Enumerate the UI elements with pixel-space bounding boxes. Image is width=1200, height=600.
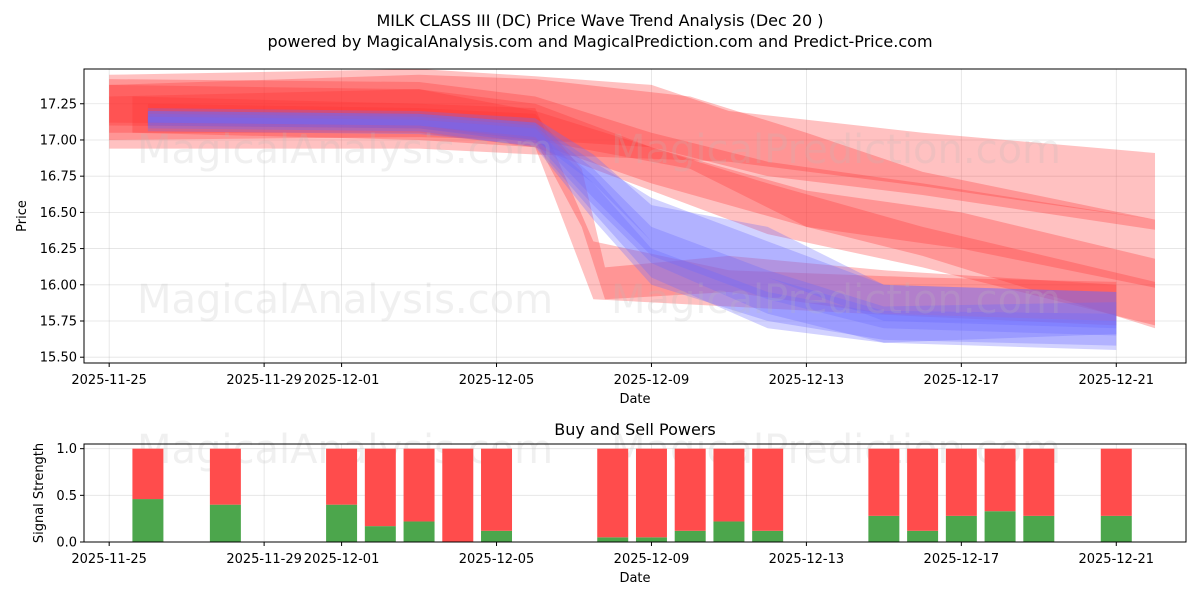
- top-x-tick-label: 2025-12-21: [1078, 373, 1154, 388]
- buy-wave-band: [147, 116, 1117, 350]
- bottom-x-tick-label: 2025-12-21: [1078, 552, 1154, 567]
- top-y-axis-label: Price: [15, 200, 30, 232]
- buy-power-bar: [1023, 515, 1055, 542]
- sell-wave-band: [109, 79, 1156, 230]
- top-y-tick-label: 15.50: [40, 351, 77, 366]
- top-y-tick-label: 16.75: [40, 170, 77, 185]
- sell-power-bar: [442, 448, 474, 542]
- buy-power-bar: [635, 537, 667, 542]
- top-y-tick-label: 16.25: [40, 242, 77, 257]
- figure-subtitle: powered by MagicalAnalysis.com and Magic…: [267, 32, 932, 51]
- figure-title: MILK CLASS III (DC) Price Wave Trend Ana…: [376, 11, 823, 30]
- buy-sell-panel: Buy and Sell Powers MagicalAnalysis.com …: [32, 420, 1187, 586]
- top-y-tick-label: 17.25: [40, 97, 77, 112]
- buy-wave-band: [147, 108, 1117, 329]
- sell-power-bar: [945, 448, 977, 516]
- bottom-x-tick-label: 2025-12-09: [614, 552, 690, 567]
- top-x-tick-label: 2025-11-25: [71, 373, 147, 388]
- top-y-ticks: 15.50 15.75 16.00 16.25 16.50 16.75 17.00 17.25: [40, 97, 84, 366]
- price-wave-panel: MagicalAnalysis.com MagicalPrediction.co…: [15, 68, 1187, 407]
- bottom-x-axis-label: Date: [619, 571, 650, 586]
- sell-wave-band: [109, 89, 1156, 326]
- sell-wave-band: [147, 103, 1117, 321]
- buy-wave-band: [147, 111, 1117, 336]
- sell-wave-band: [132, 96, 1117, 326]
- buy-power-bar: [481, 530, 513, 542]
- bottom-x-ticks: 2025-11-25 2025-11-29 2025-12-01 2025-12-05…: [71, 542, 1154, 567]
- sell-power-bar: [481, 448, 513, 531]
- buy-wave-band: [147, 111, 1117, 343]
- top-x-tick-label: 2025-11-29: [226, 373, 302, 388]
- bottom-axes-frame: [83, 443, 1187, 543]
- sell-wave-band: [109, 69, 1156, 220]
- top-axes-frame: [83, 68, 1187, 364]
- buy-power-bar: [364, 526, 396, 542]
- buy-power-bar: [132, 499, 164, 542]
- bottom-y-tick-label: 0.5: [56, 489, 77, 504]
- sell-power-bar: [752, 448, 784, 531]
- bottom-x-tick-label: 2025-11-29: [226, 552, 302, 567]
- buy-power-bar: [326, 504, 358, 542]
- signal-bars: [132, 448, 1132, 542]
- buy-power-bar: [907, 530, 939, 542]
- wave-bands: [109, 69, 1156, 350]
- top-grid: [84, 69, 1186, 363]
- watermark-top-left: MagicalAnalysis.com: [137, 127, 553, 173]
- bottom-x-tick-label: 2025-11-25: [71, 552, 147, 567]
- bottom-y-axis-label: Signal Strength: [32, 443, 47, 543]
- sell-power-bar: [1100, 448, 1132, 516]
- bottom-x-tick-label: 2025-12-05: [459, 552, 535, 567]
- sell-wave-band: [109, 84, 1156, 288]
- top-y-tick-label: 16.00: [40, 278, 77, 293]
- buy-power-bar: [403, 521, 435, 542]
- bottom-y-tick-label: 1.0: [56, 442, 77, 457]
- bottom-y-ticks: 0.0 0.5 1.0: [56, 442, 84, 551]
- top-x-tick-label: 2025-12-01: [304, 373, 380, 388]
- buy-power-bar: [868, 515, 900, 542]
- watermark-mid-right: MagicalPrediction.com: [611, 277, 1061, 323]
- buy-power-bar: [597, 537, 629, 542]
- sell-wave-band: [109, 74, 1156, 329]
- sell-power-bar: [326, 448, 358, 505]
- top-x-tick-label: 2025-12-09: [614, 373, 690, 388]
- sell-power-bar: [403, 448, 435, 522]
- bottom-x-tick-label: 2025-12-13: [769, 552, 845, 567]
- buy-power-bar: [209, 504, 241, 542]
- bottom-y-tick-label: 0.0: [56, 536, 77, 551]
- sell-power-bar: [597, 448, 629, 538]
- top-x-ticks: 2025-11-25 2025-11-29 2025-12-01 2025-12-05…: [71, 363, 1154, 388]
- buy-power-bar: [752, 530, 784, 542]
- sell-power-bar: [364, 448, 396, 527]
- sell-power-bar: [635, 448, 667, 538]
- buy-power-bar: [945, 515, 977, 542]
- buy-power-bar: [674, 530, 706, 542]
- sell-power-bar: [713, 448, 745, 522]
- sell-power-bar: [1023, 448, 1055, 516]
- top-x-tick-label: 2025-12-17: [924, 373, 1000, 388]
- sell-power-bar: [209, 448, 241, 505]
- buy-power-bar: [1100, 515, 1132, 542]
- watermark-top-right: MagicalPrediction.com: [611, 127, 1061, 173]
- bottom-x-tick-label: 2025-12-17: [924, 552, 1000, 567]
- top-x-tick-label: 2025-12-13: [769, 373, 845, 388]
- buy-wave-band: [147, 113, 1117, 346]
- top-y-tick-label: 17.00: [40, 133, 77, 148]
- sell-power-bar: [984, 448, 1016, 512]
- sell-power-bar: [907, 448, 939, 531]
- top-x-tick-label: 2025-12-05: [459, 373, 535, 388]
- bottom-chart-title: Buy and Sell Powers: [554, 420, 716, 439]
- sell-power-bar: [868, 448, 900, 516]
- watermark-mid-left: MagicalAnalysis.com: [137, 277, 553, 323]
- top-y-tick-label: 15.75: [40, 315, 77, 330]
- sell-power-bar: [132, 448, 164, 500]
- buy-power-bar: [984, 511, 1016, 542]
- sell-power-bar: [674, 448, 706, 531]
- top-x-axis-label: Date: [619, 392, 650, 407]
- bottom-x-tick-label: 2025-12-01: [304, 552, 380, 567]
- buy-power-bar: [713, 521, 745, 542]
- top-y-tick-label: 16.50: [40, 206, 77, 221]
